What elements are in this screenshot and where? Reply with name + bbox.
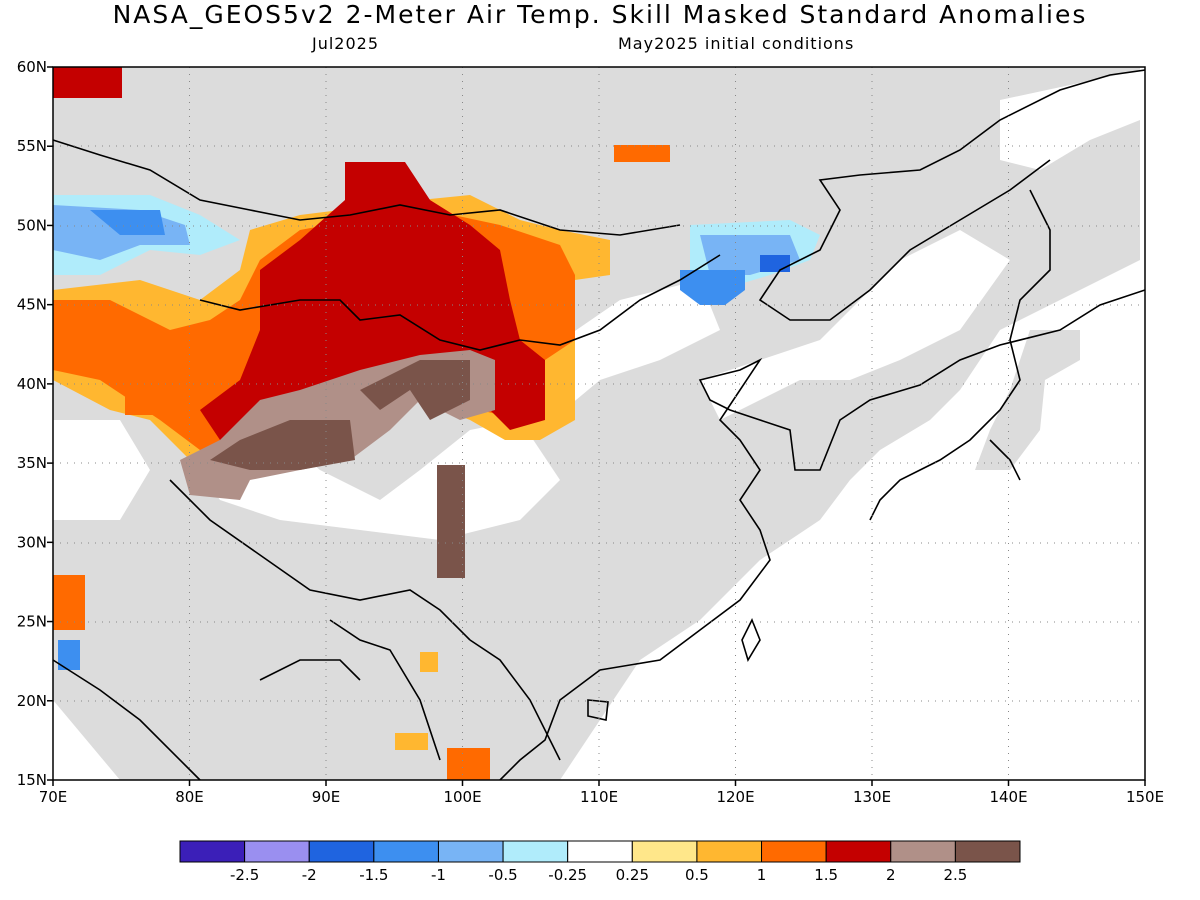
- anomaly-warm-north: [53, 67, 122, 98]
- colorbar-swatch: [696, 840, 763, 863]
- colorbar-swatch: [244, 840, 310, 863]
- colorbar-swatch: [373, 840, 439, 863]
- initial-conditions: May2025 initial conditions: [618, 34, 855, 53]
- colorbar-swatch: [567, 840, 633, 863]
- lat-tick-label: 45N: [17, 296, 47, 314]
- colorbar-label: 0.25: [616, 866, 649, 884]
- anomaly-cold-sw: [58, 640, 80, 670]
- anomaly-warm-s3: [420, 652, 438, 672]
- colorbar-label: -1: [431, 866, 446, 884]
- colorbar-label: 2.5: [943, 866, 967, 884]
- colorbar-label: -2.5: [230, 866, 259, 884]
- border-kazakh-russia: [52, 139, 681, 236]
- lon-tick-label: 110E: [580, 788, 618, 806]
- anomaly-warm-ne: [614, 145, 670, 162]
- neutral-region-2: [700, 230, 1010, 420]
- border-seasia: [329, 619, 561, 761]
- neutral-region-1: [540, 280, 720, 430]
- anomaly-cold-east-strong: [680, 270, 745, 305]
- anomaly-gt-2.5-b: [360, 360, 470, 420]
- lat-tick-label: 40N: [17, 375, 47, 393]
- gridlines: [53, 67, 1145, 780]
- mask-region-korea: [810, 390, 860, 460]
- colorbar-swatch: [954, 840, 1021, 863]
- colorbar-swatch: [890, 840, 956, 863]
- anomaly-gt-2.5-c: [437, 465, 465, 578]
- neutral-region-3: [1000, 70, 1140, 170]
- forecast-month: Jul2025: [312, 34, 380, 53]
- colorbar-swatch: [631, 840, 698, 863]
- colorbar-label: 1.5: [814, 866, 838, 884]
- hainan: [587, 699, 609, 721]
- latitude-labels: 60N 55N 50N 45N 40N 35N 30N 25N 20N 15N: [17, 58, 53, 789]
- anomaly-cold-west-strong: [90, 210, 165, 235]
- colorbar-swatch: [437, 840, 504, 863]
- colorbar-swatch: [179, 840, 246, 863]
- anomaly-warm-sw: [53, 575, 85, 630]
- border-mongolia: [199, 254, 721, 351]
- anomaly-warm-s1: [447, 748, 490, 780]
- lat-tick-label: 50N: [17, 216, 47, 234]
- coastline-china-east: [499, 289, 1146, 781]
- coastline-layer: [52, 69, 1146, 781]
- anomaly-gt-2.5-a: [210, 420, 355, 470]
- border-himalaya: [169, 479, 471, 641]
- colorbar-labels: -2.5 -2 -1.5 -1 -0.5 -0.25 0.25 0.5 1 1.5 2 2.5: [230, 866, 967, 884]
- anomaly-cold-east-core: [760, 255, 790, 272]
- lon-tick-label: 70E: [39, 788, 68, 806]
- anomaly-warm-s2: [395, 733, 428, 750]
- lat-tick-label: 20N: [17, 692, 47, 710]
- lat-tick-label: 55N: [17, 137, 47, 155]
- warm-anomaly-layer: [53, 67, 670, 780]
- colorbar-label: 0.5: [685, 866, 709, 884]
- taiwan: [741, 618, 761, 662]
- lon-tick-label: 90E: [312, 788, 341, 806]
- longitude-labels: 70E 80E 90E 100E 110E 120E 130E 140E 150E: [39, 780, 1164, 806]
- lat-tick-label: 25N: [17, 613, 47, 631]
- colorbar-label: -1.5: [359, 866, 388, 884]
- map-title: NASA_GEOS5v2 2-Meter Air Temp. Skill Mas…: [112, 0, 1088, 29]
- colorbar-label: -0.5: [488, 866, 517, 884]
- anomaly-warm-w: [125, 383, 178, 415]
- mask-region-japan: [975, 330, 1080, 470]
- coastline-japan: [869, 189, 1051, 521]
- coastline-india: [52, 659, 361, 781]
- colorbar-swatch: [308, 840, 375, 863]
- lat-tick-label: 15N: [17, 771, 47, 789]
- colorbar-label: 2: [886, 866, 896, 884]
- colorbar: [179, 840, 1021, 863]
- lat-tick-label: 60N: [17, 58, 47, 76]
- lon-tick-label: 130E: [853, 788, 891, 806]
- lon-tick-label: 150E: [1126, 788, 1164, 806]
- neutral-region-5: [53, 420, 150, 520]
- lon-tick-label: 140E: [989, 788, 1027, 806]
- lat-tick-label: 30N: [17, 533, 47, 551]
- lon-tick-label: 120E: [716, 788, 754, 806]
- colorbar-label: -2: [302, 866, 317, 884]
- colorbar-swatch: [825, 840, 892, 863]
- colorbar-label: 1: [757, 866, 767, 884]
- lon-tick-label: 80E: [175, 788, 204, 806]
- colorbar-swatch: [502, 840, 569, 863]
- colorbar-label: -0.25: [548, 866, 587, 884]
- colorbar-swatch: [761, 840, 827, 863]
- lon-tick-label: 100E: [443, 788, 481, 806]
- coastline-russia-far-east: [758, 69, 1146, 321]
- cold-anomaly-layer: [53, 195, 820, 670]
- lat-tick-label: 35N: [17, 454, 47, 472]
